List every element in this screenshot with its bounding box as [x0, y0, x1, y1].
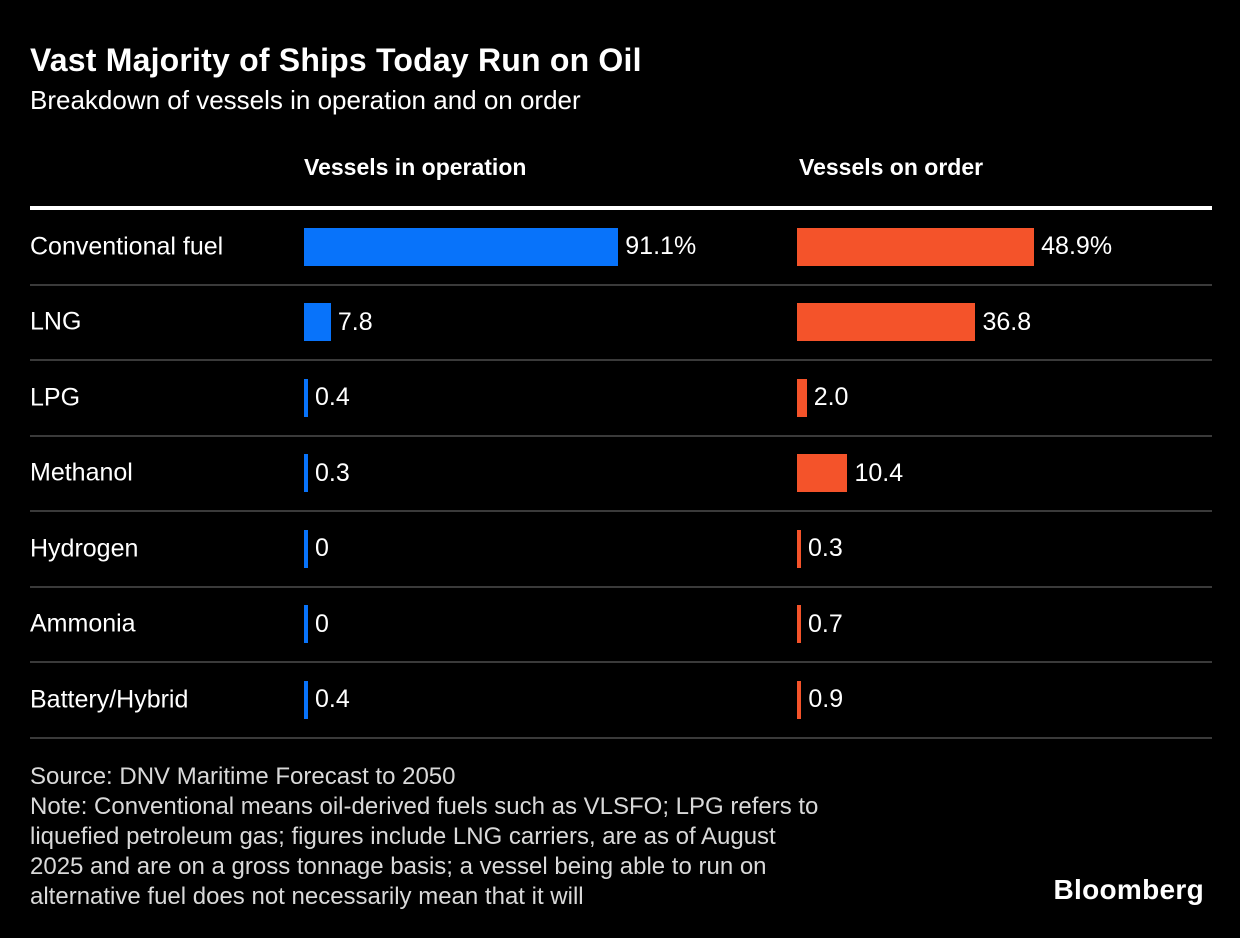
bar-in-operation [304, 605, 308, 644]
column-header-vessels-on-order: Vessels on order [799, 154, 984, 180]
bar-on-order [797, 529, 801, 568]
header-rule [30, 206, 1212, 210]
value-label-in-operation: 0 [315, 534, 329, 563]
bar-group-on-order: 0.9 [797, 663, 843, 737]
bar-on-order [797, 605, 801, 644]
bloomberg-logo: Bloomberg [1053, 874, 1204, 905]
value-label-on-order: 36.8 [982, 307, 1032, 336]
table-row: Battery/Hybrid 0.4 0.9 [30, 663, 1212, 739]
value-label-in-operation: 0 [315, 609, 329, 638]
bar-group-in-operation: 0 [304, 588, 329, 662]
bar-on-order [797, 303, 976, 342]
bar-group-on-order: 10.4 [797, 437, 903, 511]
value-label-on-order: 0.7 [808, 609, 843, 638]
bar-group-in-operation: 7.8 [304, 286, 373, 360]
bar-in-operation [304, 303, 331, 342]
bar-group-in-operation: 0 [304, 512, 329, 586]
value-label-in-operation: 7.8 [337, 307, 373, 336]
bar-group-on-order: 48.9% [797, 210, 1112, 284]
table-row: LPG 0.4 2.0 [30, 361, 1212, 437]
bar-table: Conventional fuel 91.1% 48.9% LNG 7.8 36.8 LPG… [30, 210, 1212, 739]
category-label: Conventional fuel [30, 232, 224, 261]
table-row: Hydrogen 0 0.3 [30, 512, 1212, 588]
value-label-in-operation: 91.1% [625, 232, 697, 261]
category-label: Battery/Hybrid [30, 685, 189, 714]
chart-subtitle: Breakdown of vessels in operation and on… [30, 85, 581, 115]
column-header-vessels-in-operation: Vessels in operation [304, 154, 527, 180]
source-line: Source: DNV Maritime Forecast to 2050 [30, 763, 456, 790]
value-label-in-operation: 0.3 [315, 458, 350, 487]
bar-group-on-order: 36.8 [797, 286, 1031, 360]
note-line: 2025 and are on a gross tonnage basis; a… [30, 853, 767, 880]
bar-in-operation [304, 529, 308, 568]
note-line: Note: Conventional means oil-derived fue… [30, 793, 819, 820]
category-label: Ammonia [30, 609, 136, 638]
category-label: LNG [30, 307, 82, 336]
bar-in-operation [304, 378, 308, 417]
bar-in-operation [304, 454, 308, 493]
value-label-on-order: 2.0 [813, 383, 849, 412]
bar-group-in-operation: 0.3 [304, 437, 350, 511]
bar-group-on-order: 0.7 [797, 588, 843, 662]
note-line: liquefied petroleum gas; figures include… [30, 823, 776, 850]
bar-group-on-order: 0.3 [797, 512, 843, 586]
category-label: LPG [30, 383, 81, 412]
chart-title: Vast Majority of Ships Today Run on Oil [30, 42, 642, 78]
bar-group-on-order: 2.0 [797, 361, 848, 435]
bar-on-order [797, 227, 1035, 266]
bar-on-order [797, 454, 848, 493]
table-row: Conventional fuel 91.1% 48.9% [30, 210, 1212, 286]
bar-group-in-operation: 0.4 [304, 361, 350, 435]
value-label-on-order: 48.9% [1041, 232, 1113, 261]
value-label-on-order: 0.9 [808, 685, 844, 714]
bar-on-order [797, 680, 802, 719]
bar-group-in-operation: 91.1% [304, 210, 696, 284]
bar-on-order [797, 378, 807, 417]
note-line: alternative fuel does not necessarily me… [30, 883, 584, 910]
value-label-on-order: 10.4 [854, 458, 904, 487]
bar-in-operation [304, 680, 308, 719]
bar-group-in-operation: 0.4 [304, 663, 350, 737]
category-label: Hydrogen [30, 534, 139, 563]
source-note: Source: DNV Maritime Forecast to 2050 Not… [30, 762, 818, 912]
table-row: LNG 7.8 36.8 [30, 286, 1212, 361]
category-label: Methanol [30, 458, 133, 487]
table-row: Ammonia 0 0.7 [30, 588, 1212, 663]
value-label-on-order: 0.3 [808, 534, 843, 563]
table-row: Methanol 0.3 10.4 [30, 437, 1212, 512]
value-label-in-operation: 0.4 [315, 685, 350, 714]
bar-in-operation [304, 227, 619, 266]
value-label-in-operation: 0.4 [315, 383, 350, 412]
